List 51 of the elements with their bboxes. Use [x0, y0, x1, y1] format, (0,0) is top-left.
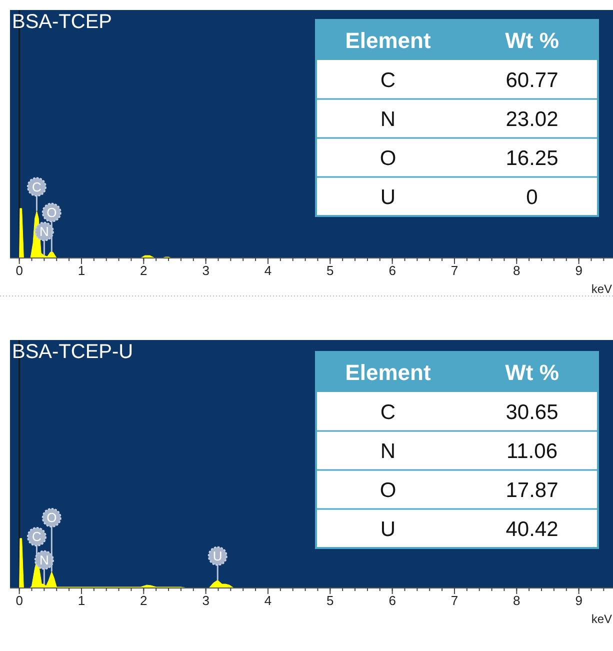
annotation: C	[32, 179, 42, 194]
annotation: O	[46, 510, 57, 526]
category-label: N	[380, 108, 396, 131]
annotation: O	[46, 205, 57, 220]
category-label: O	[380, 147, 396, 170]
x-tick-label: 7	[450, 593, 458, 608]
x-tick-label: 5	[326, 263, 334, 278]
category-label: C	[380, 401, 396, 424]
data-label: 60.77	[506, 69, 558, 92]
data-label: 40.42	[506, 518, 558, 541]
category-label: U	[380, 186, 396, 209]
text: Wt %	[505, 28, 559, 53]
x-axis-title: keV	[591, 612, 612, 626]
x-tick-label: 6	[388, 263, 396, 278]
text: Element	[345, 28, 432, 53]
x-tick-label: 1	[78, 593, 86, 608]
x-tick-label: 1	[78, 263, 86, 278]
x-tick-label: 9	[575, 593, 582, 608]
text: Wt %	[505, 360, 559, 385]
category-label: O	[380, 479, 396, 502]
x-tick-label: 8	[513, 263, 520, 278]
x-tick-label: 2	[140, 593, 148, 608]
x-tick-label: 4	[264, 593, 272, 608]
chart-title: BSA-TCEP	[12, 11, 112, 33]
x-tick-label: 6	[388, 593, 396, 608]
x-tick-label: 4	[264, 263, 272, 278]
text: Element	[345, 360, 432, 385]
x-tick-label: 3	[202, 263, 210, 278]
x-tick-label: 3	[202, 593, 210, 608]
data-label: 0	[526, 186, 538, 209]
x-tick-label: 9	[575, 263, 582, 278]
data-label: 16.25	[506, 147, 558, 170]
chart-title: BSA-TCEP-U	[12, 341, 134, 363]
category-label: U	[380, 518, 396, 541]
x-tick-label: 8	[513, 593, 520, 608]
data-label: 17.87	[506, 479, 558, 502]
annotation: N	[39, 224, 49, 240]
data-label: 23.02	[506, 108, 558, 131]
category-label: N	[380, 440, 396, 463]
annotation: N	[39, 552, 49, 568]
x-tick-label: 0	[16, 593, 23, 608]
category-label: C	[380, 69, 396, 92]
x-tick-label: 5	[326, 593, 334, 608]
x-tick-label: 0	[16, 263, 23, 278]
x-tick-label: 2	[140, 263, 148, 278]
x-tick-label: 7	[450, 263, 458, 278]
data-label: 30.65	[506, 401, 558, 424]
data-label: 11.06	[506, 440, 558, 463]
annotation: C	[32, 529, 42, 544]
x-axis-title: keV	[591, 282, 612, 296]
annotation: U	[212, 548, 222, 564]
